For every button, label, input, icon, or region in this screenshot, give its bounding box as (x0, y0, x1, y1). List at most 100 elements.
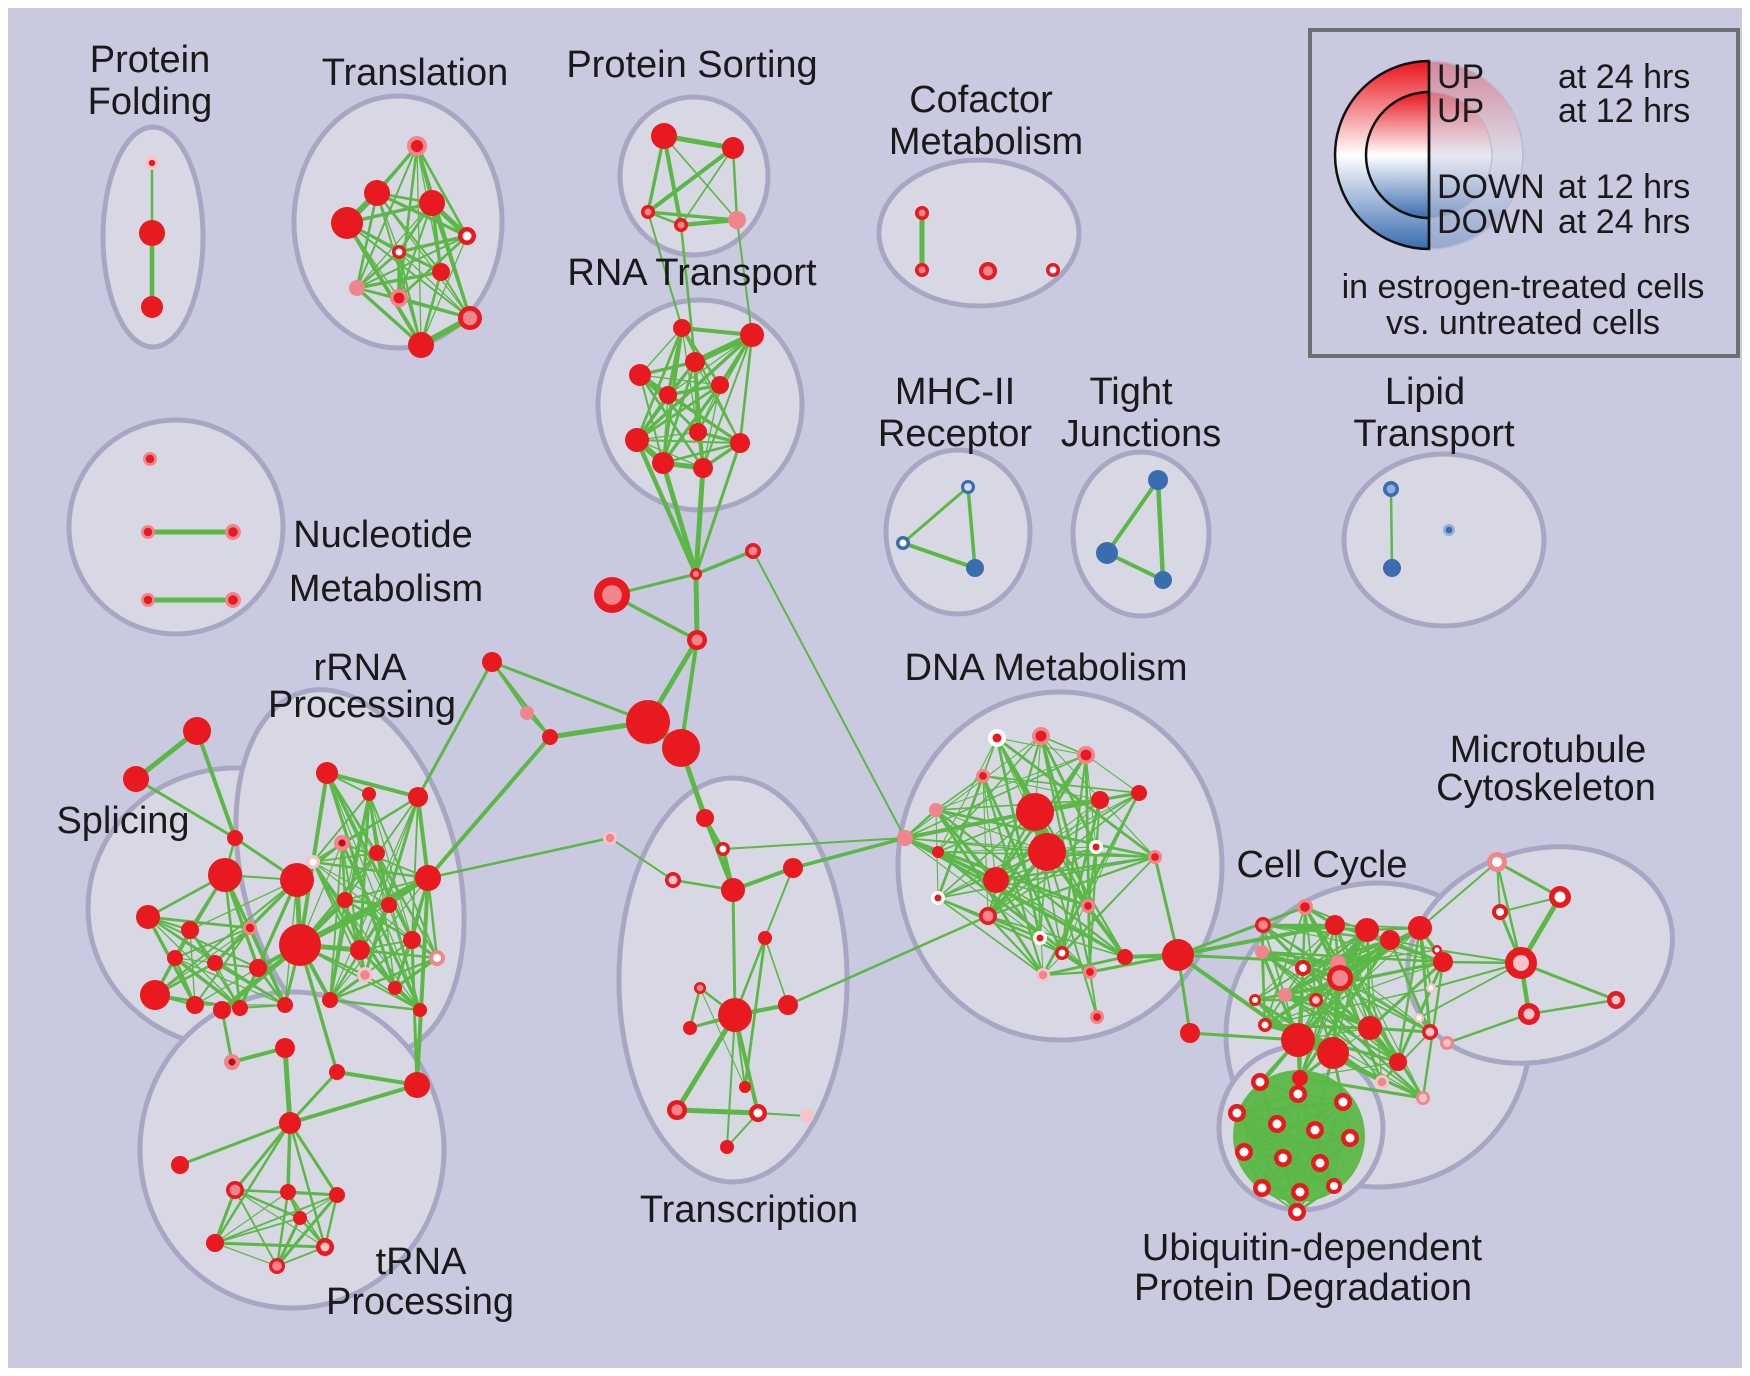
edge (355, 191, 379, 290)
edge (312, 861, 421, 1011)
gene-node-3-core (411, 140, 423, 152)
cluster-label-mhc-ii-receptor-line2: Receptor (878, 413, 1033, 455)
edge (1086, 845, 1098, 908)
edge (702, 384, 721, 469)
gene-node-43-ring (280, 863, 314, 897)
edge (966, 485, 977, 570)
gene-node-55-ring (362, 787, 376, 801)
gene-node-64-ring (350, 940, 370, 960)
cluster-label-tight-junctions-line1: Tight (1089, 371, 1173, 413)
cluster-label-cell-cycle: Cell Cycle (1236, 844, 1407, 886)
legend-time-1: at 24 hrs (1558, 58, 1690, 96)
edge (702, 334, 753, 469)
edge (996, 737, 1087, 756)
edge (174, 927, 251, 959)
edge (937, 811, 1036, 899)
gene-node-5-ring (331, 207, 363, 239)
edge (1242, 1150, 1299, 1214)
edge (397, 234, 469, 254)
edge (1298, 1076, 1425, 1100)
edge (694, 361, 741, 444)
gene-node-186-core (228, 527, 238, 537)
gene-node-4-ring (364, 180, 390, 206)
cluster-label-rrna-processing-line1: rRNA (314, 647, 408, 689)
edge (491, 661, 528, 714)
gene-node-85-ring (696, 809, 714, 827)
gene-node-61-ring (337, 892, 353, 908)
gene-node-78-core (229, 1184, 241, 1196)
edge (173, 956, 242, 1010)
edge (1281, 1156, 1299, 1214)
gene-node-110-ring (1016, 793, 1054, 831)
edge (1275, 1122, 1336, 1188)
gene-node-13-ring (408, 332, 434, 358)
cluster-label-protein-folding-line1: Protein (90, 39, 210, 81)
gene-node-100-ring (720, 1140, 734, 1154)
gene-node-96-ring (739, 1081, 751, 1093)
gene-node-18-ring (728, 211, 746, 229)
gene-node-113-core (1092, 843, 1100, 851)
gene-node-161-core (1272, 1119, 1282, 1129)
edge (356, 145, 418, 289)
edge (1298, 938, 1392, 1080)
edge (1519, 961, 1618, 1002)
edge (1296, 1137, 1351, 1213)
legend-direction-3: DOWN (1437, 168, 1545, 206)
edge (1105, 478, 1160, 555)
gene-node-163-core (1345, 1133, 1355, 1143)
gene-node-10-ring (349, 280, 365, 296)
edge (935, 754, 1087, 811)
gene-node-179-ring (1096, 542, 1118, 564)
gene-node-160-core (1232, 1108, 1242, 1118)
edge (694, 441, 742, 576)
edge (213, 1241, 327, 1249)
edge (223, 873, 242, 1010)
gene-node-28-ring (652, 452, 674, 474)
gene-node-147-core (1492, 857, 1502, 867)
edge (297, 875, 431, 948)
edge (328, 956, 439, 1002)
edge (1302, 949, 1438, 969)
gene-node-172-core (918, 266, 926, 274)
cluster-ellipse-cofactor-metabolism (876, 157, 1082, 309)
gene-node-129-core (1299, 964, 1307, 972)
legend-caption-line1: in estrogen-treated cells (1342, 268, 1705, 306)
cluster-label-dna-metabolism: DNA Metabolism (905, 647, 1188, 689)
edge (376, 192, 442, 273)
gene-node-27-ring (625, 428, 649, 452)
gene-node-94-ring (778, 995, 798, 1015)
gene-node-36-ring (542, 729, 558, 745)
gene-node-127-ring (1355, 918, 1379, 942)
gene-node-88-ring (721, 878, 745, 902)
edge (376, 852, 396, 989)
edge (609, 837, 674, 881)
gene-node-153-core (1434, 947, 1440, 953)
edge (674, 1012, 738, 1113)
gene-node-137-ring (1281, 1023, 1315, 1057)
cluster-label-trna-processing-line1: tRNA (376, 1241, 467, 1283)
gene-node-92-core (696, 984, 704, 992)
gene-node-109-ring (1131, 785, 1147, 801)
gene-node-24-ring (659, 386, 677, 404)
edge (288, 1070, 339, 1125)
gene-node-1-ring (139, 220, 165, 246)
edge (356, 202, 433, 289)
edge (298, 943, 339, 1074)
edge (345, 221, 423, 347)
gene-node-66-core (433, 954, 441, 962)
legend-time-2: at 12 hrs (1558, 92, 1690, 130)
gene-node-124-core (1258, 920, 1268, 930)
edge (738, 333, 754, 445)
gene-node-49-ring (249, 959, 267, 977)
gene-node-130-ring (1255, 945, 1269, 959)
edge (1176, 953, 1300, 1042)
gene-node-8-core (395, 248, 403, 256)
edge (679, 223, 697, 364)
gene-node-119-core (1058, 949, 1066, 957)
edge (1236, 1112, 1284, 1159)
gene-node-155-core (1416, 1015, 1422, 1021)
gene-node-102-core (1035, 730, 1047, 742)
edge (430, 201, 472, 320)
gene-node-132-core (1312, 996, 1320, 1004)
gene-node-35-ring (662, 729, 700, 767)
